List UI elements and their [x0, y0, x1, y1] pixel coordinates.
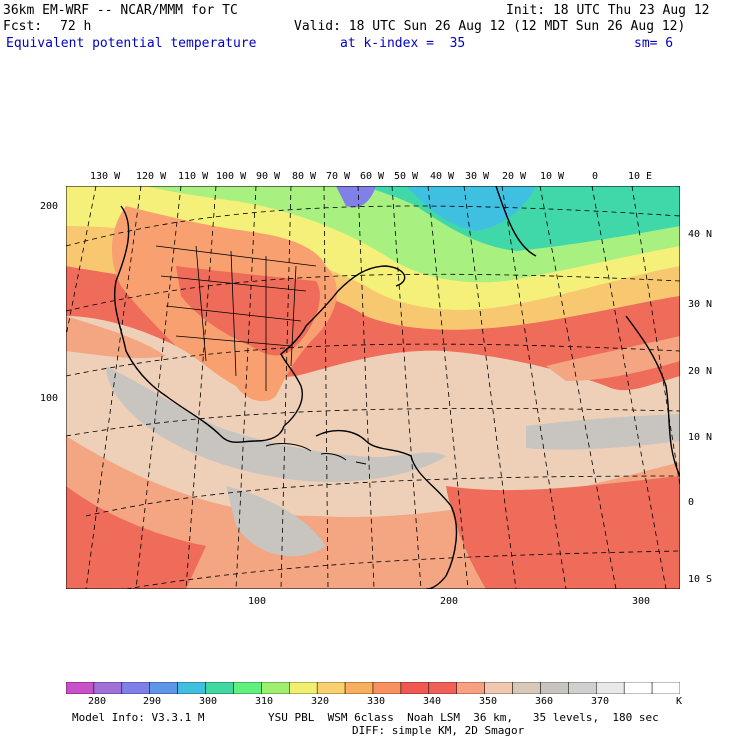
- lon-label: 130 W: [90, 171, 121, 182]
- lon-label: 50 W: [394, 171, 419, 182]
- pacific-salmon: [66, 316, 166, 359]
- colorbar-swatch: [484, 682, 513, 694]
- colorbar-swatch: [372, 682, 402, 694]
- theta-e-map: [66, 186, 680, 589]
- lon-label: 80 W: [292, 171, 317, 182]
- atlantic-salmon: [546, 336, 680, 381]
- colorbar-swatch: [149, 682, 178, 694]
- colorbar-label: 360: [535, 696, 554, 707]
- colorbar-label: 350: [479, 696, 498, 707]
- colorbar-label: 280: [88, 696, 107, 707]
- colorbar-swatch: [540, 682, 569, 694]
- lon-label: 100 W: [216, 171, 247, 182]
- level-info: at k-index = 35: [340, 36, 466, 51]
- colorbar-label: 310: [255, 696, 274, 707]
- colorbar-swatch: [428, 682, 457, 694]
- grey-patch-atl: [526, 414, 680, 450]
- lon-label: 90 W: [256, 171, 281, 182]
- lon-label: 40 W: [430, 171, 455, 182]
- model-title: 36km EM-WRF -- NCAR/MMM for TC: [3, 3, 238, 18]
- lat-label: 10 N: [688, 432, 713, 443]
- south-pacific-red: [66, 486, 206, 589]
- x-grid-label: 100: [248, 596, 267, 607]
- lon-label: 120 W: [136, 171, 167, 182]
- colorbar-swatch: [623, 682, 653, 694]
- x-grid-label: 200: [440, 596, 459, 607]
- colorbar-swatch: [596, 682, 625, 694]
- physics-info: YSU PBL WSM 6class Noah LSM 36 km, 35 le…: [268, 711, 659, 724]
- colorbar-label: 290: [143, 696, 162, 707]
- model-info: Model Info: V3.3.1 M: [72, 711, 205, 724]
- colorbar-swatch: [568, 682, 597, 694]
- lon-label: 30 W: [465, 171, 490, 182]
- x-grid-label: 300: [632, 596, 651, 607]
- colorbar-swatch: [512, 682, 541, 694]
- colorbar-swatch: [316, 682, 346, 694]
- state-lines: [155, 245, 317, 391]
- lat-label: 20 N: [688, 366, 713, 377]
- grey-patch-sa: [226, 486, 326, 557]
- diffusion-info: DIFF: simple KM, 2D Smagor: [352, 724, 525, 737]
- lat-label: 0: [688, 497, 695, 508]
- valid-time: Valid: 18 UTC Sun 26 Aug 12 (12 MDT Sun …: [294, 19, 686, 34]
- y-grid-label: 200: [40, 201, 59, 212]
- colorbar-swatch: [121, 682, 150, 694]
- grey-patch: [106, 366, 446, 482]
- colorbar-label: 330: [367, 696, 386, 707]
- lat-label: 10 S: [688, 574, 713, 585]
- colorbar-swatch: [261, 682, 290, 694]
- islands: [265, 443, 367, 465]
- lon-label: 110 W: [178, 171, 209, 182]
- colorbar: [66, 682, 680, 694]
- colorbar-swatch: [289, 682, 318, 694]
- colorbar-label: 300: [199, 696, 218, 707]
- smoothing-info: sm= 6: [634, 36, 674, 51]
- colorbar-swatch: [205, 682, 234, 694]
- colorbar-swatch: [66, 682, 95, 694]
- colorbar-swatch: [344, 682, 374, 694]
- y-grid-label: 100: [40, 393, 59, 404]
- north-purple: [336, 186, 376, 208]
- lon-label: 70 W: [326, 171, 351, 182]
- init-time: Init: 18 UTC Thu 23 Aug 12: [506, 3, 710, 18]
- south-atlantic-red: [446, 476, 680, 589]
- colorbar-swatch: [456, 682, 485, 694]
- lon-label: 20 W: [502, 171, 527, 182]
- colorbar-label: 340: [423, 696, 442, 707]
- colorbar-swatch: [651, 682, 680, 694]
- colorbar-label: 320: [311, 696, 330, 707]
- colorbar-swatch: [400, 682, 430, 694]
- lon-label: 10 W: [540, 171, 565, 182]
- colorbar-swatch: [233, 682, 262, 694]
- forecast-hours: 72 h: [60, 19, 92, 34]
- forecast-label: Fcst:: [3, 19, 43, 34]
- lon-label: 60 W: [360, 171, 385, 182]
- colorbar-unit: K: [676, 696, 683, 707]
- coastlines: [113, 186, 680, 589]
- lon-label: 0: [592, 171, 599, 182]
- lat-label: 40 N: [688, 229, 713, 240]
- field-name: Equivalent potential temperature: [6, 36, 257, 51]
- colorbar-swatch: [93, 682, 123, 694]
- colorbar-label: 370: [591, 696, 610, 707]
- colorbar-swatch: [177, 682, 206, 694]
- lat-label: 30 N: [688, 299, 713, 310]
- lon-label: 10 E: [628, 171, 653, 182]
